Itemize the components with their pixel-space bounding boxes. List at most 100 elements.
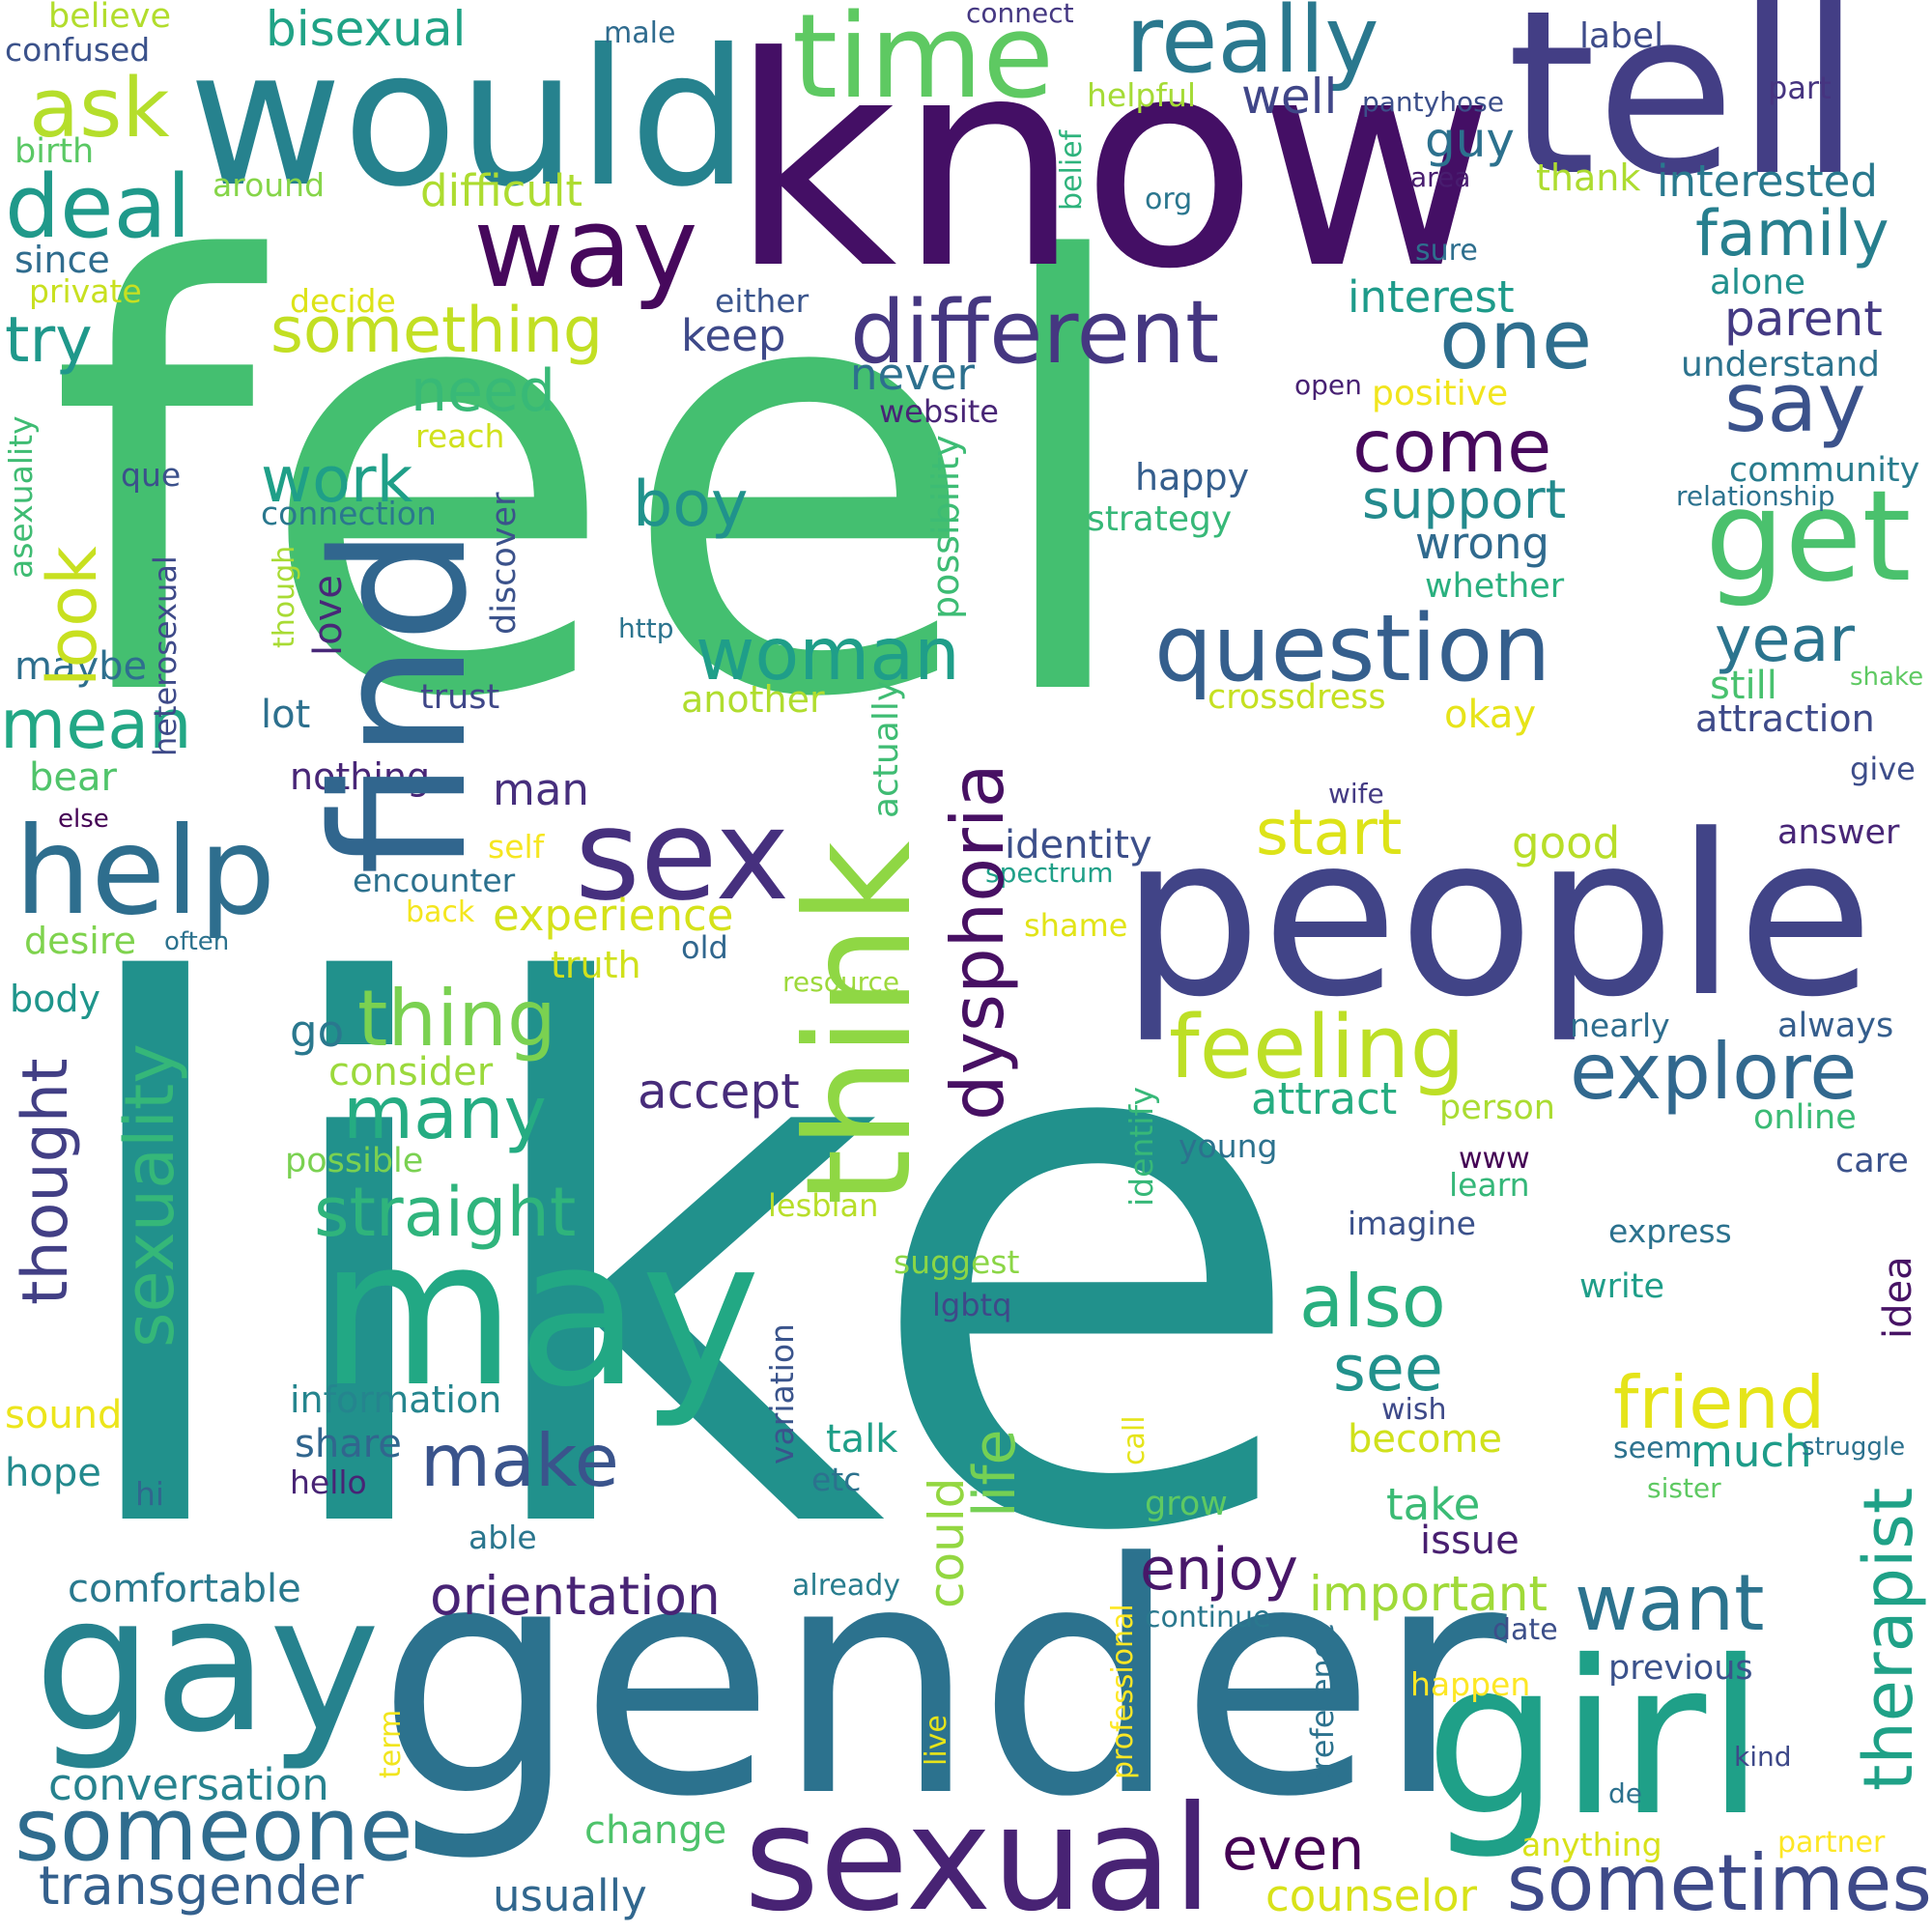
word-identity: identity xyxy=(1005,823,1152,867)
word-much: much xyxy=(1690,1426,1812,1477)
word-thought: thought xyxy=(10,1058,82,1305)
word-area: area xyxy=(1410,161,1471,193)
word-happy: happy xyxy=(1135,456,1250,498)
word-share: share xyxy=(295,1422,402,1466)
word-talk: talk xyxy=(826,1417,898,1462)
word-asexuality: asexuality xyxy=(2,415,40,579)
word-crossdress: crossdress xyxy=(1208,678,1386,717)
word-possible: possible xyxy=(285,1142,424,1180)
word-attraction: attraction xyxy=(1695,697,1875,740)
word-desire: desire xyxy=(24,920,137,962)
word-support: support xyxy=(1362,469,1567,530)
word-interest: interest xyxy=(1348,271,1515,323)
word-belief: belief xyxy=(1055,130,1089,212)
word-community: community xyxy=(1729,451,1920,490)
word-etc: etc xyxy=(811,1461,862,1498)
word-consider: consider xyxy=(328,1050,494,1094)
word-relationship: relationship xyxy=(1676,480,1835,512)
word-usually: usually xyxy=(493,1870,647,1921)
word-think: think xyxy=(776,840,944,1206)
word-sexual: sexual xyxy=(744,1776,1213,1932)
word-wrong: wrong xyxy=(1415,518,1549,569)
word-write: write xyxy=(1579,1267,1664,1306)
word-possibility: possibility xyxy=(924,435,967,619)
word-encounter: encounter xyxy=(353,862,516,899)
word-question: question xyxy=(1154,596,1551,702)
word-okay: okay xyxy=(1444,693,1537,737)
word-express: express xyxy=(1608,1212,1732,1250)
word-learn: learn xyxy=(1449,1166,1530,1204)
word-something: something xyxy=(270,295,604,367)
word-help: help xyxy=(14,802,276,942)
word-since: since xyxy=(14,239,110,281)
word-deal: deal xyxy=(5,156,191,258)
word-boy: boy xyxy=(633,469,749,541)
word-feel: feel xyxy=(48,140,1145,826)
word-though: though xyxy=(268,546,301,649)
word-continue: continue xyxy=(1145,1601,1271,1634)
word-thank: thank xyxy=(1536,156,1641,199)
word-call: call xyxy=(1118,1415,1151,1465)
word-need: need xyxy=(411,357,555,425)
word-nearly: nearly xyxy=(1570,1007,1670,1044)
word-may: may xyxy=(319,1195,761,1432)
word-often: often xyxy=(164,927,230,956)
word-preference: preference xyxy=(1304,1623,1341,1791)
word-hello: hello xyxy=(290,1463,367,1501)
word-different: different xyxy=(850,282,1220,384)
word-grow: grow xyxy=(1145,1485,1228,1523)
word-shame: shame xyxy=(1024,907,1128,944)
word-always: always xyxy=(1777,1007,1894,1045)
word-people: people xyxy=(1121,788,1874,1046)
word-difficult: difficult xyxy=(420,165,582,216)
word-gender: gender xyxy=(377,1495,1507,1866)
word-also: also xyxy=(1299,1259,1446,1344)
word-keep: keep xyxy=(681,310,786,361)
word-lesbian: lesbian xyxy=(768,1187,879,1224)
word-struggle: struggle xyxy=(1802,1433,1906,1462)
word-website: website xyxy=(879,393,999,430)
word-try: try xyxy=(5,304,93,377)
word-hi: hi xyxy=(135,1475,165,1513)
word-spectrum: spectrum xyxy=(985,857,1114,889)
word-come: come xyxy=(1352,404,1552,489)
word-label: label xyxy=(1579,16,1664,56)
word-www: www xyxy=(1459,1142,1530,1176)
word-term: term xyxy=(374,1710,408,1779)
word-would: would xyxy=(188,9,750,228)
word-heterosexual: heterosexual xyxy=(147,555,184,756)
word-enjoy: enjoy xyxy=(1140,1536,1298,1604)
word-sure: sure xyxy=(1415,234,1478,268)
word-many: many xyxy=(343,1070,547,1155)
word-decide: decide xyxy=(290,282,396,320)
word-year: year xyxy=(1715,604,1856,676)
word-start: start xyxy=(1256,797,1403,869)
word-around: around xyxy=(213,166,326,204)
word-good: good xyxy=(1512,817,1621,868)
word-even: even xyxy=(1222,1816,1365,1884)
word-confused: confused xyxy=(5,31,151,69)
word-transgender: transgender xyxy=(39,1855,364,1917)
word-could: could xyxy=(919,1478,975,1609)
word-one: one xyxy=(1439,293,1593,388)
word-know: know xyxy=(729,0,1495,332)
word-que: que xyxy=(121,456,182,494)
word-lot: lot xyxy=(261,693,311,737)
word-family: family xyxy=(1695,198,1889,270)
word-wife: wife xyxy=(1328,778,1384,810)
word-able: able xyxy=(469,1519,537,1556)
word-back: back xyxy=(406,895,475,929)
word-previous: previous xyxy=(1608,1649,1753,1688)
word-thing: thing xyxy=(357,974,556,1064)
word-pantyhose: pantyhose xyxy=(1362,86,1504,118)
word-man: man xyxy=(493,764,589,815)
word-helpful: helpful xyxy=(1087,76,1197,114)
word-mean: mean xyxy=(0,685,192,764)
word-girl: girl xyxy=(1425,1615,1766,1862)
word-org: org xyxy=(1145,183,1193,216)
word-alone: alone xyxy=(1710,263,1806,302)
word-live: live xyxy=(920,1715,953,1766)
word-old: old xyxy=(681,929,728,966)
word-private: private xyxy=(29,272,142,310)
